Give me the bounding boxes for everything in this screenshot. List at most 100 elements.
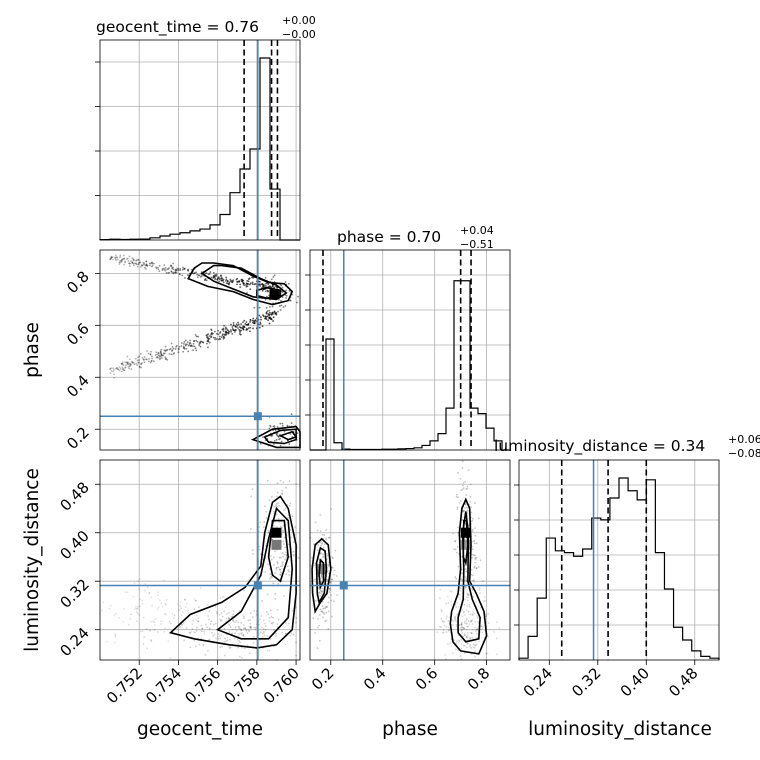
sample-point [268,620,271,623]
sample-point [454,618,457,621]
sample-point [161,354,164,357]
sample-point [219,597,222,599]
sample-point [277,502,279,505]
sample-point [273,439,276,442]
sample-point [200,630,203,633]
sample-point [284,546,286,549]
sample-point [459,598,462,601]
sample-point [229,329,232,331]
sample-point [186,274,189,276]
sample-point [230,280,233,282]
sample-point [272,276,275,278]
sample-point [459,593,461,596]
sample-point [246,643,249,646]
contour-phase-luminosity_distance [449,497,488,655]
sample-point [469,646,472,649]
sample-point [447,626,450,629]
sample-point [472,646,475,649]
sample-point [273,524,275,527]
sample-point [145,263,148,266]
sample-point [483,600,486,603]
sample-point [467,631,469,634]
sample-point [280,556,282,559]
sample-point [206,333,209,336]
sample-point [235,629,238,632]
sample-point [235,620,238,622]
sample-point [118,261,121,264]
sample-point [183,598,186,601]
sample-point [232,322,235,324]
sample-point [205,272,208,275]
sample-point [321,611,324,614]
sample-point [465,488,468,491]
sample-point [325,619,328,622]
sample-point [464,622,466,625]
sample-point [323,534,326,536]
sample-point [439,625,441,628]
sample-point [464,568,467,570]
sample-point [268,317,271,319]
sample-point [279,574,282,576]
sample-point [285,555,288,558]
sample-point [463,626,465,629]
sample-point [181,268,184,271]
sample-point [493,631,496,633]
sample-point [154,354,157,356]
sample-point [297,556,300,559]
sample-point [229,646,232,649]
sample-point [167,267,170,270]
sample-point [475,643,478,646]
sample-point [288,574,290,576]
sample-point [195,339,198,342]
sample-point [199,345,202,348]
sample-point [269,424,272,427]
panel-frame [309,459,511,661]
sample-point [158,270,161,273]
sample-point [232,613,235,616]
sample-point [250,626,252,629]
sample-point [131,361,134,364]
sample-point [248,652,251,655]
sample-point [135,607,138,610]
sample-point [166,358,169,361]
sample-point [197,620,199,623]
sample-point [197,335,200,338]
sample-point [249,625,252,628]
sample-point [292,541,295,544]
x-tick-label-phase: 0.2 [308,664,338,694]
sample-point [466,642,469,645]
sample-point [240,632,243,634]
sample-point [285,556,288,559]
sample-point [183,639,185,642]
sample-point [190,344,193,347]
sample-point [182,342,185,345]
sample-point [151,355,153,358]
sample-point [253,306,256,309]
sample-point [222,281,225,284]
sample-point [259,283,262,286]
sample-point [242,281,244,284]
sample-point [137,361,140,364]
sample-point [283,509,285,512]
sample-point [469,620,472,623]
sample-point [282,543,285,545]
sample-point [130,360,133,363]
sample-point [295,482,298,485]
sample-point [253,609,256,612]
sample-point [180,623,183,626]
sample-point [240,656,243,659]
sample-point [279,571,282,574]
sample-point [118,366,121,369]
sample-point [162,579,165,582]
sample-point [292,553,295,556]
sample-point [131,261,134,264]
sample-point [465,494,468,496]
sample-point [232,609,235,612]
sample-point [186,341,189,344]
sample-point [108,607,111,610]
sample-point [164,267,167,269]
sample-point [285,294,288,297]
sample-point [240,629,243,632]
sample-point [460,578,463,580]
sample-point [148,591,151,594]
